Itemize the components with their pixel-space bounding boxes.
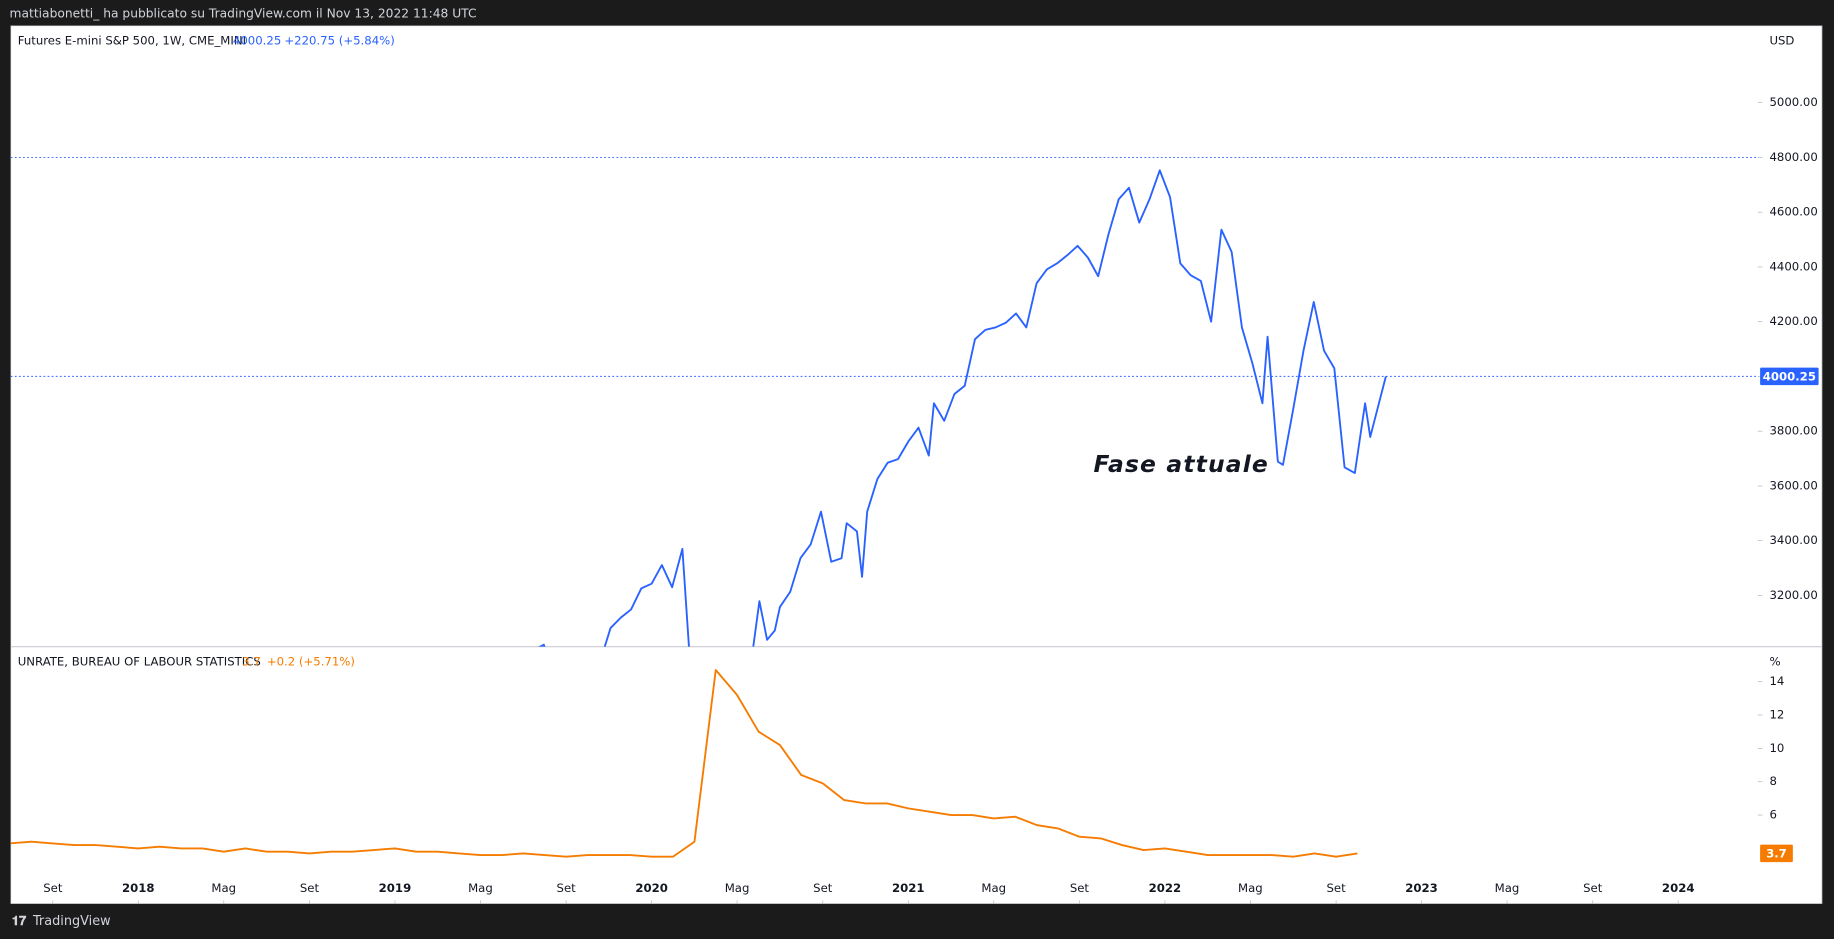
- chart-area: [10, 25, 1823, 905]
- logo-mark: 𝟏𝟕: [12, 914, 27, 929]
- x-tick-label: Set: [557, 881, 577, 895]
- x-tick-label: 2021: [892, 881, 925, 895]
- legend-value: 3.7: [242, 654, 261, 668]
- y-tick-label: 3800.00: [1769, 424, 1817, 438]
- y-tick-label: 4200.00: [1769, 314, 1817, 328]
- y-tick-label: 4600.00: [1769, 205, 1817, 219]
- top-bar: [0, 0, 1834, 26]
- legend-change: +220.75 (+5.84%): [284, 33, 394, 47]
- y-tick-label: 3200.00: [1769, 588, 1817, 602]
- last-value-label: 4000.25: [1763, 369, 1816, 383]
- x-tick-label: Mag: [211, 881, 236, 895]
- x-tick-label: Set: [300, 881, 320, 895]
- publisher-note: mattiabonetti_ ha pubblicato su TradingV…: [10, 7, 477, 21]
- axis-unit: USD: [1769, 33, 1794, 47]
- y-tick-label: 14: [1769, 674, 1784, 688]
- y-tick-label: 5000.00: [1769, 95, 1817, 109]
- y-tick-label: 4400.00: [1769, 259, 1817, 273]
- x-tick-label: 2022: [1149, 881, 1182, 895]
- x-tick-label: Mag: [981, 881, 1006, 895]
- last-value-box: [1760, 367, 1819, 386]
- x-tick-label: 2019: [379, 881, 412, 895]
- last-value-box: [1760, 844, 1793, 863]
- x-tick-label: Mag: [725, 881, 750, 895]
- y-tick-label: 10: [1769, 741, 1784, 755]
- y-tick-label: 3600.00: [1769, 478, 1817, 492]
- x-tick-label: Mag: [1238, 881, 1263, 895]
- x-tick-label: Set: [1583, 881, 1603, 895]
- y-tick-label: 8: [1769, 774, 1776, 788]
- x-tick-label: 2024: [1662, 881, 1695, 895]
- x-tick-label: 2020: [635, 881, 668, 895]
- x-tick-label: Set: [1326, 881, 1346, 895]
- x-tick-label: Set: [43, 881, 63, 895]
- y-tick-label: 3400.00: [1769, 533, 1817, 547]
- y-tick-label: 12: [1769, 708, 1784, 722]
- axis-unit: %: [1769, 654, 1780, 668]
- x-tick-label: 2023: [1405, 881, 1438, 895]
- x-tick-label: Mag: [1495, 881, 1520, 895]
- x-tick-label: Set: [813, 881, 833, 895]
- legend-title: UNRATE, BUREAU OF LABOUR STATISTICS: [18, 654, 261, 668]
- x-tick-label: Set: [1070, 881, 1090, 895]
- series-line: [538, 169, 1387, 647]
- legend-title: Futures E-mini S&P 500, 1W, CME_MINI: [18, 33, 246, 47]
- series-line: [10, 669, 1358, 858]
- last-value-label: 3.7: [1766, 846, 1787, 860]
- brand: TradingView: [32, 914, 111, 929]
- y-tick-label: 4800.00: [1769, 150, 1817, 164]
- y-tick-label: 6: [1769, 808, 1776, 822]
- bottom-bar: [0, 903, 1834, 939]
- overlay: 3200.003400.003600.003800.004000.004200.…: [18, 33, 1819, 904]
- annotation: Fase attuale: [1094, 450, 1269, 478]
- indicator-pane: [10, 669, 1358, 858]
- legend-change: +0.2 (+5.71%): [267, 654, 355, 668]
- legend-value: 4000.25: [233, 33, 281, 47]
- x-tick-label: 2018: [122, 881, 155, 895]
- x-tick-label: Mag: [468, 881, 493, 895]
- price-pane: [10, 156, 1758, 647]
